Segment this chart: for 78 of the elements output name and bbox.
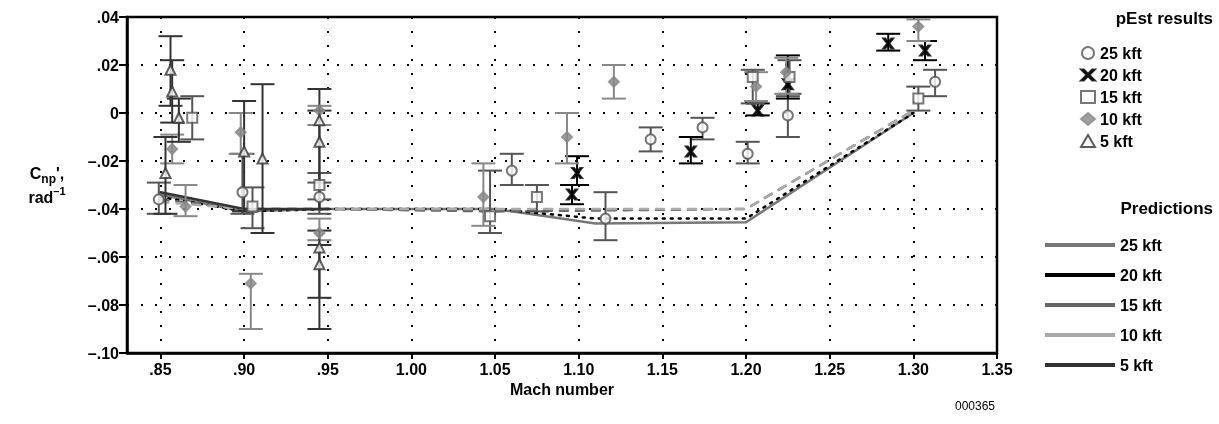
point <box>179 200 192 213</box>
point <box>313 114 326 127</box>
point <box>159 167 172 179</box>
point <box>781 109 794 122</box>
legend-label: 25 kft <box>1120 236 1163 254</box>
y-tick-label: –.06 <box>87 248 120 266</box>
x-tick-label: 1.25 <box>814 360 846 378</box>
legend-label: 5 kft <box>1100 132 1134 150</box>
x-tick-label: 1.05 <box>479 360 511 378</box>
point <box>530 191 543 203</box>
point <box>684 145 697 158</box>
point <box>746 71 759 83</box>
point <box>566 188 579 201</box>
legend-label: 5 kft <box>1120 356 1154 374</box>
x-tick-label: 1.00 <box>395 360 428 378</box>
point <box>505 164 518 177</box>
point <box>780 66 793 79</box>
x-tick-label: .95 <box>316 360 339 378</box>
legend-title: pEst results <box>1115 9 1213 28</box>
y-tick-label: 0 <box>110 104 120 122</box>
point <box>929 75 942 88</box>
legend-label: 15 kft <box>1120 296 1163 314</box>
x-tick-label: .90 <box>232 360 256 378</box>
point <box>234 126 247 139</box>
point <box>256 152 269 165</box>
point <box>313 227 326 239</box>
y-tick-label: –.04 <box>87 200 120 218</box>
point <box>313 104 326 117</box>
point <box>164 63 177 76</box>
point <box>912 92 925 105</box>
legend-label: 10 kft <box>1120 326 1163 344</box>
text: 000365 <box>955 399 996 413</box>
point <box>313 258 326 271</box>
point <box>750 80 763 93</box>
point <box>313 179 326 191</box>
point <box>696 121 709 134</box>
legend-label: 20 kft <box>1100 66 1143 84</box>
point <box>152 193 165 206</box>
text: Predictions <box>1120 199 1214 218</box>
point <box>313 191 326 203</box>
point <box>244 277 257 290</box>
point <box>313 241 326 254</box>
point <box>919 44 932 57</box>
y-tick-label: –.10 <box>87 344 120 362</box>
point <box>571 167 584 179</box>
point <box>166 85 179 98</box>
x-axis-title: Mach number <box>509 381 615 399</box>
point <box>236 186 249 199</box>
y-tick-label: .04 <box>96 8 120 26</box>
legend-label: 15 kft <box>1100 88 1143 106</box>
legend-label: 10 kft <box>1100 110 1143 128</box>
point <box>882 37 895 50</box>
x-tick-label: 1.20 <box>730 360 762 378</box>
point <box>238 145 251 158</box>
x-tick-label: .85 <box>149 360 172 378</box>
point <box>751 104 764 117</box>
point <box>644 133 657 146</box>
y-tick-label: –.02 <box>87 152 120 170</box>
x-tick-label: 1.10 <box>563 360 595 378</box>
point <box>186 111 199 124</box>
point <box>166 143 179 155</box>
point <box>561 131 574 143</box>
point <box>741 147 754 160</box>
x-tick-label: 1.30 <box>897 360 930 378</box>
point <box>599 212 612 225</box>
point <box>246 200 259 213</box>
point <box>607 75 620 88</box>
legend-label: 20 kft <box>1120 266 1163 284</box>
point <box>313 135 326 148</box>
point <box>912 20 925 33</box>
point <box>477 191 490 203</box>
y-tick-label: .02 <box>96 56 120 74</box>
legend-label: 25 kft <box>1100 44 1143 62</box>
x-tick-label: 1.15 <box>646 360 679 378</box>
y-tick-label: –.08 <box>87 296 120 314</box>
x-tick-label: 1.35 <box>981 360 1013 378</box>
point <box>484 210 497 223</box>
point <box>172 111 185 124</box>
